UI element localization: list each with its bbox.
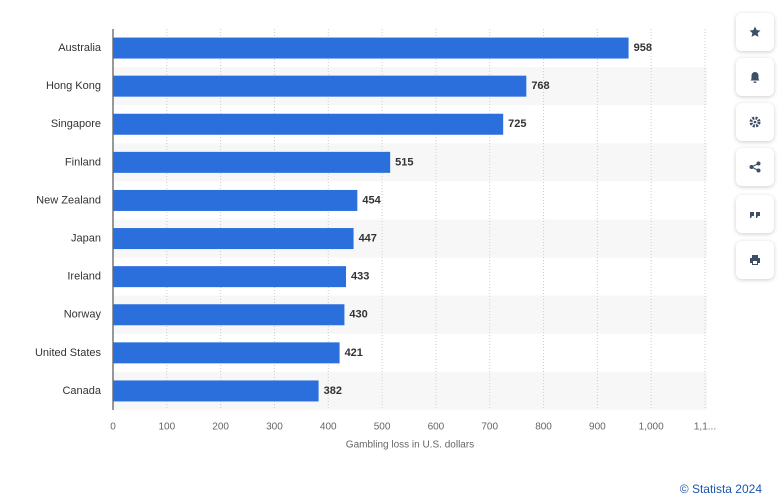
y-tick-label: Norway	[64, 309, 102, 321]
x-tick-label: 1,1...	[694, 422, 716, 433]
bar	[113, 37, 629, 59]
bar	[113, 228, 354, 250]
bar	[113, 113, 504, 135]
y-tick-label: Australia	[58, 42, 102, 54]
bar	[113, 304, 345, 326]
bar	[113, 266, 347, 288]
value-label: 447	[359, 232, 377, 244]
x-tick-label: 100	[158, 422, 175, 433]
x-tick-label: 800	[535, 422, 552, 433]
value-label: 430	[349, 309, 367, 321]
x-tick-label: 600	[428, 422, 445, 433]
y-tick-label: Canada	[62, 385, 101, 397]
x-tick-label: 700	[481, 422, 498, 433]
bar	[113, 342, 340, 364]
x-tick-label: 300	[266, 422, 283, 433]
y-tick-label: Finland	[65, 156, 101, 168]
y-tick-label: Japan	[71, 232, 101, 244]
value-label: 454	[362, 194, 381, 206]
bar	[113, 189, 358, 211]
x-axis-label: Gambling loss in U.S. dollars	[346, 440, 474, 451]
bar	[113, 151, 391, 173]
y-tick-label: Ireland	[67, 271, 101, 283]
value-label: 768	[531, 80, 549, 92]
notification-button[interactable]	[736, 58, 774, 96]
print-button[interactable]	[736, 241, 774, 279]
x-tick-label: 900	[589, 422, 606, 433]
share-button[interactable]	[736, 148, 774, 186]
cite-button[interactable]	[736, 195, 774, 233]
x-tick-label: 500	[374, 422, 391, 433]
bar	[113, 75, 527, 97]
value-label: 421	[345, 347, 363, 359]
favorite-button[interactable]	[736, 13, 774, 51]
value-label: 433	[351, 271, 369, 283]
x-tick-label: 0	[110, 422, 116, 433]
bar	[113, 380, 319, 402]
x-tick-label: 400	[320, 422, 337, 433]
value-label: 382	[324, 385, 342, 397]
x-tick-label: 1,000	[639, 422, 664, 433]
chart: Gambling loss in U.S. dollars 0 100 200 300…	[35, 29, 716, 451]
y-tick-label: United States	[35, 347, 102, 359]
y-tick-label: Singapore	[51, 118, 101, 130]
settings-button[interactable]	[736, 103, 774, 141]
x-tick-label: 200	[212, 422, 229, 433]
y-tick-label: New Zealand	[36, 194, 101, 206]
y-tick-label: Hong Kong	[46, 80, 101, 92]
value-label: 725	[508, 118, 526, 130]
value-label: 515	[395, 156, 413, 168]
footer: © Statista 2024	[679, 482, 762, 496]
value-label: 958	[634, 42, 652, 54]
